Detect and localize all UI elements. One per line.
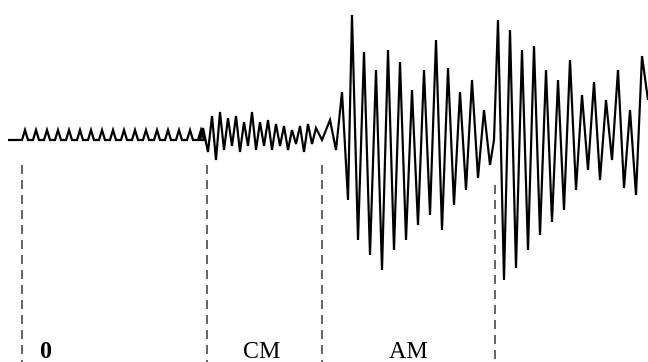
label-zero: 0 xyxy=(40,338,52,362)
label-cm: CM xyxy=(243,338,280,362)
waveform-trace xyxy=(8,14,648,281)
label-am: AM xyxy=(389,338,428,362)
